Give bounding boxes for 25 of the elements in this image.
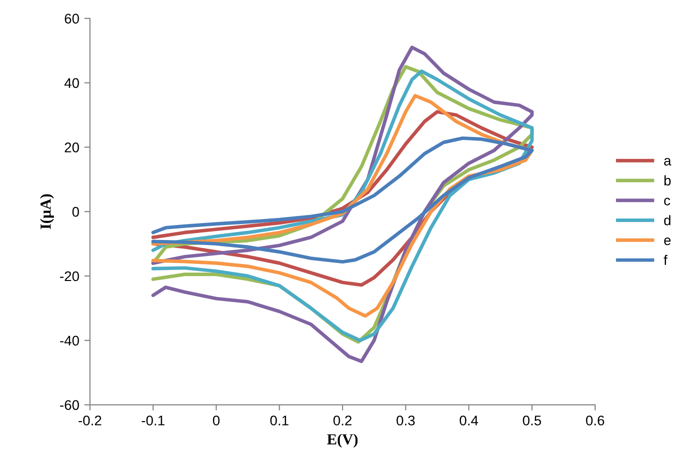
x-tick-label: 0.5 — [522, 416, 542, 426]
x-tick-label: 0.3 — [396, 416, 415, 426]
x-tick-label: 0.6 — [586, 416, 604, 426]
y-tick-label: 0 — [72, 206, 79, 217]
x-tick-label: 0.4 — [460, 416, 478, 426]
legend-label: d — [664, 215, 670, 226]
y-tick-label: -60 — [60, 400, 79, 410]
legend-label: c — [664, 198, 670, 206]
x-tick-label: 0.2 — [333, 416, 352, 426]
y-axis-title: I(µA) — [40, 194, 54, 230]
x-tick-label: 0.1 — [270, 416, 288, 426]
legend-label: f — [664, 254, 668, 265]
line-series — [151, 136, 534, 264]
y-tick-label: 20 — [64, 142, 79, 152]
y-tick-label: -20 — [60, 271, 79, 282]
x-tick-label: -0.2 — [78, 416, 102, 426]
x-tick-label: -0.1 — [142, 416, 164, 426]
y-tick-label: 60 — [64, 14, 79, 24]
legend-label: e — [664, 238, 671, 246]
legend-label: a — [664, 158, 672, 166]
x-tick-label: 0 — [212, 416, 220, 426]
legend-label: b — [664, 175, 671, 186]
y-tick-label: -40 — [60, 336, 79, 346]
x-axis-title: E(V) — [327, 434, 358, 448]
y-tick-label: 40 — [64, 78, 79, 88]
